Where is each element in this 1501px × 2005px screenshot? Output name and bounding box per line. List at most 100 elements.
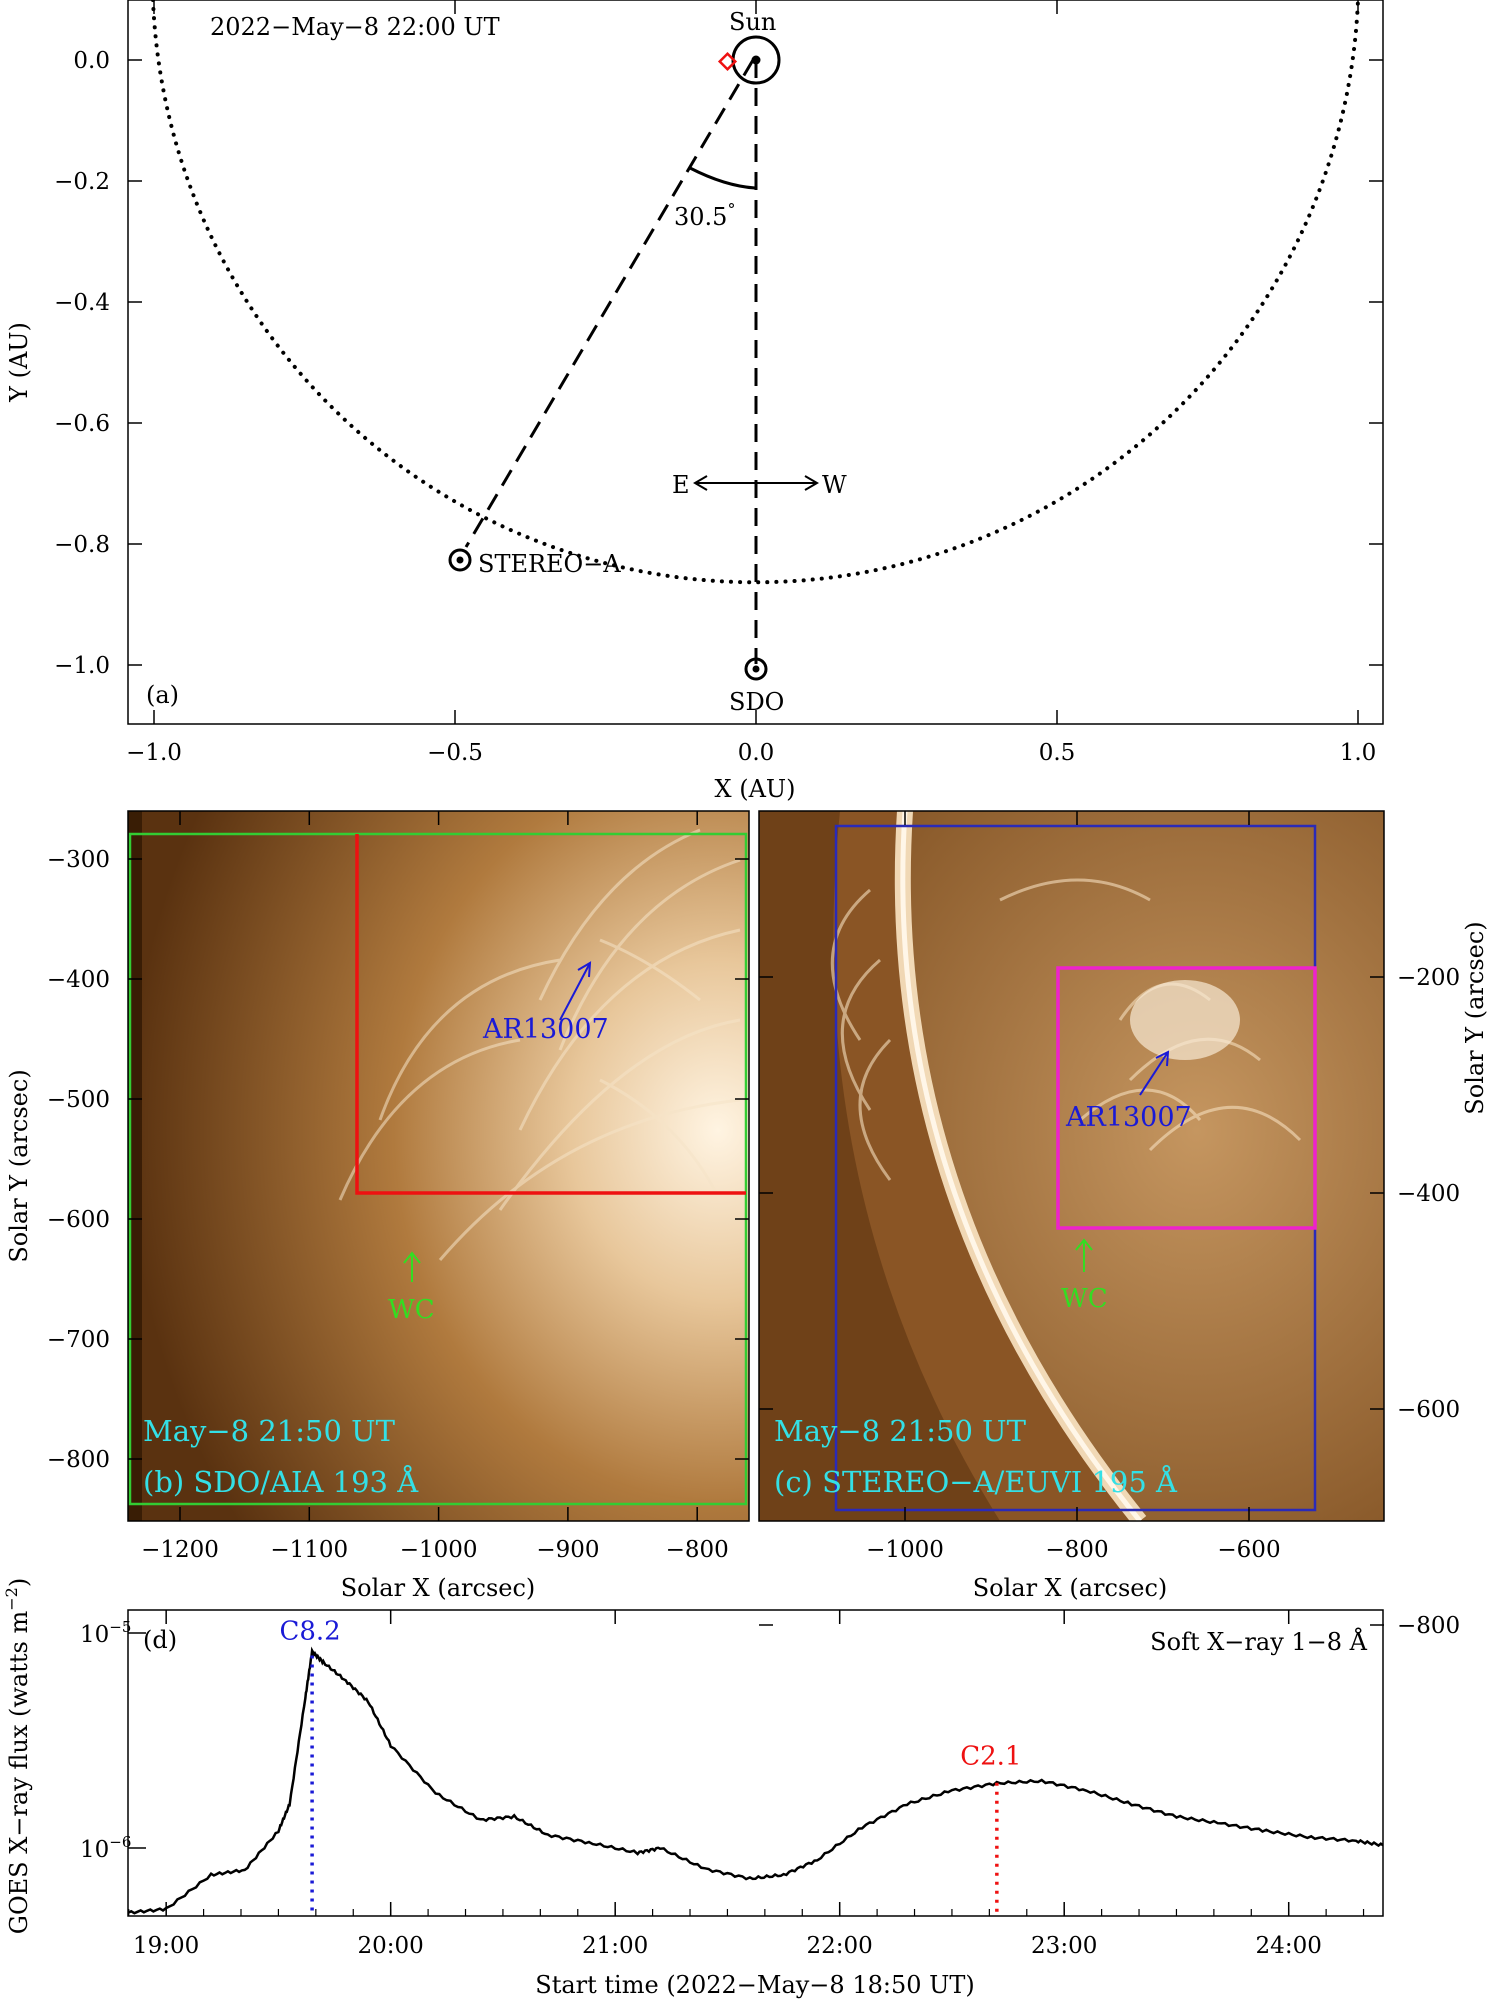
- panel-b: AR13007 WC May−8 21:50 UT (b) SDO/AIA 19…: [5, 810, 750, 1602]
- panel-a-axes: −1.0 −0.5 0.0 0.5 1.0 0.0 −0.2 −0.4 −0.6 −0.8 −1.0: [54, 0, 1383, 766]
- panel-b-xtick-label: −1200: [141, 1537, 219, 1563]
- red-zoom-box: [355, 834, 746, 1195]
- ar-arrow-b: [559, 962, 591, 1021]
- panel-d-xtick-label: 23:00: [1031, 1933, 1097, 1959]
- panel-a-timestamp: 2022−May−8 22:00 UT: [210, 13, 500, 41]
- ar-arrowhead-c: [1155, 1050, 1170, 1067]
- panel-d-xtick-label: 22:00: [807, 1933, 873, 1959]
- stereo-a-dot: [456, 556, 464, 564]
- sun-dot: [751, 55, 761, 65]
- panel-c-ytick-label: −800: [1397, 1613, 1460, 1639]
- panel-d: C8.2 C2.1 (d) Soft X−ray 1−8 Å GOES X−ra…: [2, 1578, 1384, 1999]
- solar-limb-glow: [900, 811, 1142, 1521]
- panel-d-yticks: 10−5 10−6: [80, 1618, 146, 1863]
- sun-label: Sun: [729, 8, 776, 36]
- panel-b-axes: −1200 −1100 −1000 −900 −800 −300 −400 −500 −600 −…: [47, 811, 749, 1563]
- panel-b-xtick-label: −900: [536, 1537, 599, 1563]
- panel-d-ylabel: GOES X−ray flux (watts m−2): [2, 1578, 33, 1934]
- panel-a-xlabel: X (AU): [715, 775, 796, 803]
- panel-a-xtick-label: 0.5: [1039, 740, 1076, 766]
- panel-c-label: (c) STEREO−A/EUVI 195 Å: [774, 1464, 1178, 1499]
- panel-d-label: (d): [143, 1626, 177, 1654]
- panel-c-xlabel: Solar X (arcsec): [973, 1574, 1168, 1602]
- ar-label-b: AR13007: [482, 1014, 609, 1045]
- panel-d-title: Soft X−ray 1−8 Å: [1150, 1627, 1367, 1656]
- panel-b-xtick-label: −800: [666, 1537, 729, 1563]
- panel-d-axes: 19:00 20:00 21:00 22:00 23:00 24:00: [128, 1610, 1365, 1959]
- orbit-curve: [151, 0, 1360, 585]
- angle-label: 30.5°: [674, 200, 735, 231]
- sun-stereo-line: [464, 59, 755, 548]
- ar-arrow-c: [1139, 1051, 1169, 1096]
- ytick-label-1e-6: 10−6: [80, 1833, 131, 1863]
- panel-c-ylabel: Solar Y (arcsec): [1461, 921, 1489, 1114]
- panel-b-xtick-label: −1100: [270, 1537, 348, 1563]
- east-label: E: [672, 471, 690, 499]
- panel-c-frame: [758, 810, 1385, 1522]
- c82-label: C8.2: [279, 1617, 340, 1647]
- panel-b-ytick-label: −600: [47, 1207, 110, 1233]
- stereo-a-label: STEREO−A: [478, 550, 621, 578]
- panel-b-ytick-label: −400: [47, 967, 110, 993]
- wc-label-c: WC: [1061, 1284, 1108, 1314]
- panel-a: 2022−May−8 22:00 UT Sun STEREO−A SDO 30.…: [5, 0, 1384, 803]
- panel-a-ytick-label: −0.8: [54, 532, 110, 558]
- panel-b-xlabel: Solar X (arcsec): [341, 1574, 536, 1602]
- goes-flux-line: [128, 1646, 1383, 1915]
- panel-c-xtick-label: −1000: [866, 1537, 944, 1563]
- source-diamond: [717, 51, 738, 72]
- wc-arrowhead-c: [1075, 1238, 1093, 1251]
- panel-a-ytick-label: −0.6: [54, 411, 110, 437]
- panel-b-ylabel: Solar Y (arcsec): [5, 1069, 33, 1262]
- panel-a-xtick-label: 0.0: [738, 740, 775, 766]
- sdo-dot: [752, 665, 760, 673]
- panel-d-xtick-label: 24:00: [1256, 1933, 1322, 1959]
- panel-d-frame: [127, 1609, 1384, 1917]
- panel-b-xtick-label: −1000: [400, 1537, 478, 1563]
- panel-a-xtick-label: 1.0: [1340, 740, 1377, 766]
- panel-c-ytick-label: −600: [1397, 1397, 1460, 1423]
- panel-b-label: (b) SDO/AIA 193 Å: [143, 1464, 419, 1499]
- panel-a-ytick-label: −0.4: [54, 290, 110, 316]
- ar-label-c: AR13007: [1065, 1102, 1192, 1133]
- panel-d-xtick-label: 21:00: [582, 1933, 648, 1959]
- panel-a-ytick-label: −1.0: [54, 653, 110, 679]
- panel-c-xtick-label: −600: [1217, 1537, 1280, 1563]
- arrowhead-east: [693, 475, 708, 491]
- c21-label: C2.1: [960, 1742, 1021, 1772]
- panel-a-ytick-label: 0.0: [73, 48, 110, 74]
- panel-c-xtick-label: −800: [1045, 1537, 1108, 1563]
- aia-image: [128, 811, 749, 1521]
- ytick-label-1e-5: 10−5: [80, 1618, 131, 1648]
- active-region-bright: [1130, 980, 1240, 1060]
- panel-a-ytick-label: −0.2: [54, 169, 110, 195]
- magenta-zoom-box: [1056, 966, 1317, 1230]
- panel-c-time: May−8 21:50 UT: [774, 1414, 1027, 1448]
- panel-d-xtick-label: 20:00: [358, 1933, 424, 1959]
- panel-b-time: May−8 21:50 UT: [143, 1414, 396, 1448]
- panel-c-ytick-label: −200: [1397, 965, 1460, 991]
- wc-label-b: WC: [388, 1295, 435, 1325]
- panel-b-ytick-label: −500: [47, 1087, 110, 1113]
- sdo-marker: [744, 657, 768, 681]
- panel-a-xtick-label: −1.0: [126, 740, 182, 766]
- aia-dark-edge: [128, 811, 142, 1521]
- panel-a-xtick-label: −0.5: [427, 740, 483, 766]
- panel-c: AR13007 WC May−8 21:50 UT (c) STEREO−A/E…: [758, 810, 1489, 1639]
- off-limb-dark: [759, 811, 1000, 1521]
- panel-c-ytick-label: −400: [1397, 1181, 1460, 1207]
- panel-b-ytick-label: −800: [47, 1447, 110, 1473]
- wc-arrowhead-b: [403, 1251, 421, 1264]
- panel-a-label: (a): [146, 681, 179, 709]
- ar-arrowhead-b: [577, 961, 592, 978]
- panel-d-xlabel: Start time (2022−May−8 18:50 UT): [535, 1971, 974, 1999]
- panel-a-frame: [127, 0, 1384, 725]
- panel-a-ylabel: Y (AU): [5, 322, 33, 403]
- green-fov-box: [128, 832, 748, 1506]
- west-label: W: [822, 471, 847, 499]
- panel-b-ytick-label: −300: [47, 847, 110, 873]
- panel-c-axes: −1000 −800 −600 −200 −400 −600 −800: [759, 811, 1460, 1639]
- arrowhead-west: [804, 475, 819, 491]
- panel-b-ytick-label: −700: [47, 1327, 110, 1353]
